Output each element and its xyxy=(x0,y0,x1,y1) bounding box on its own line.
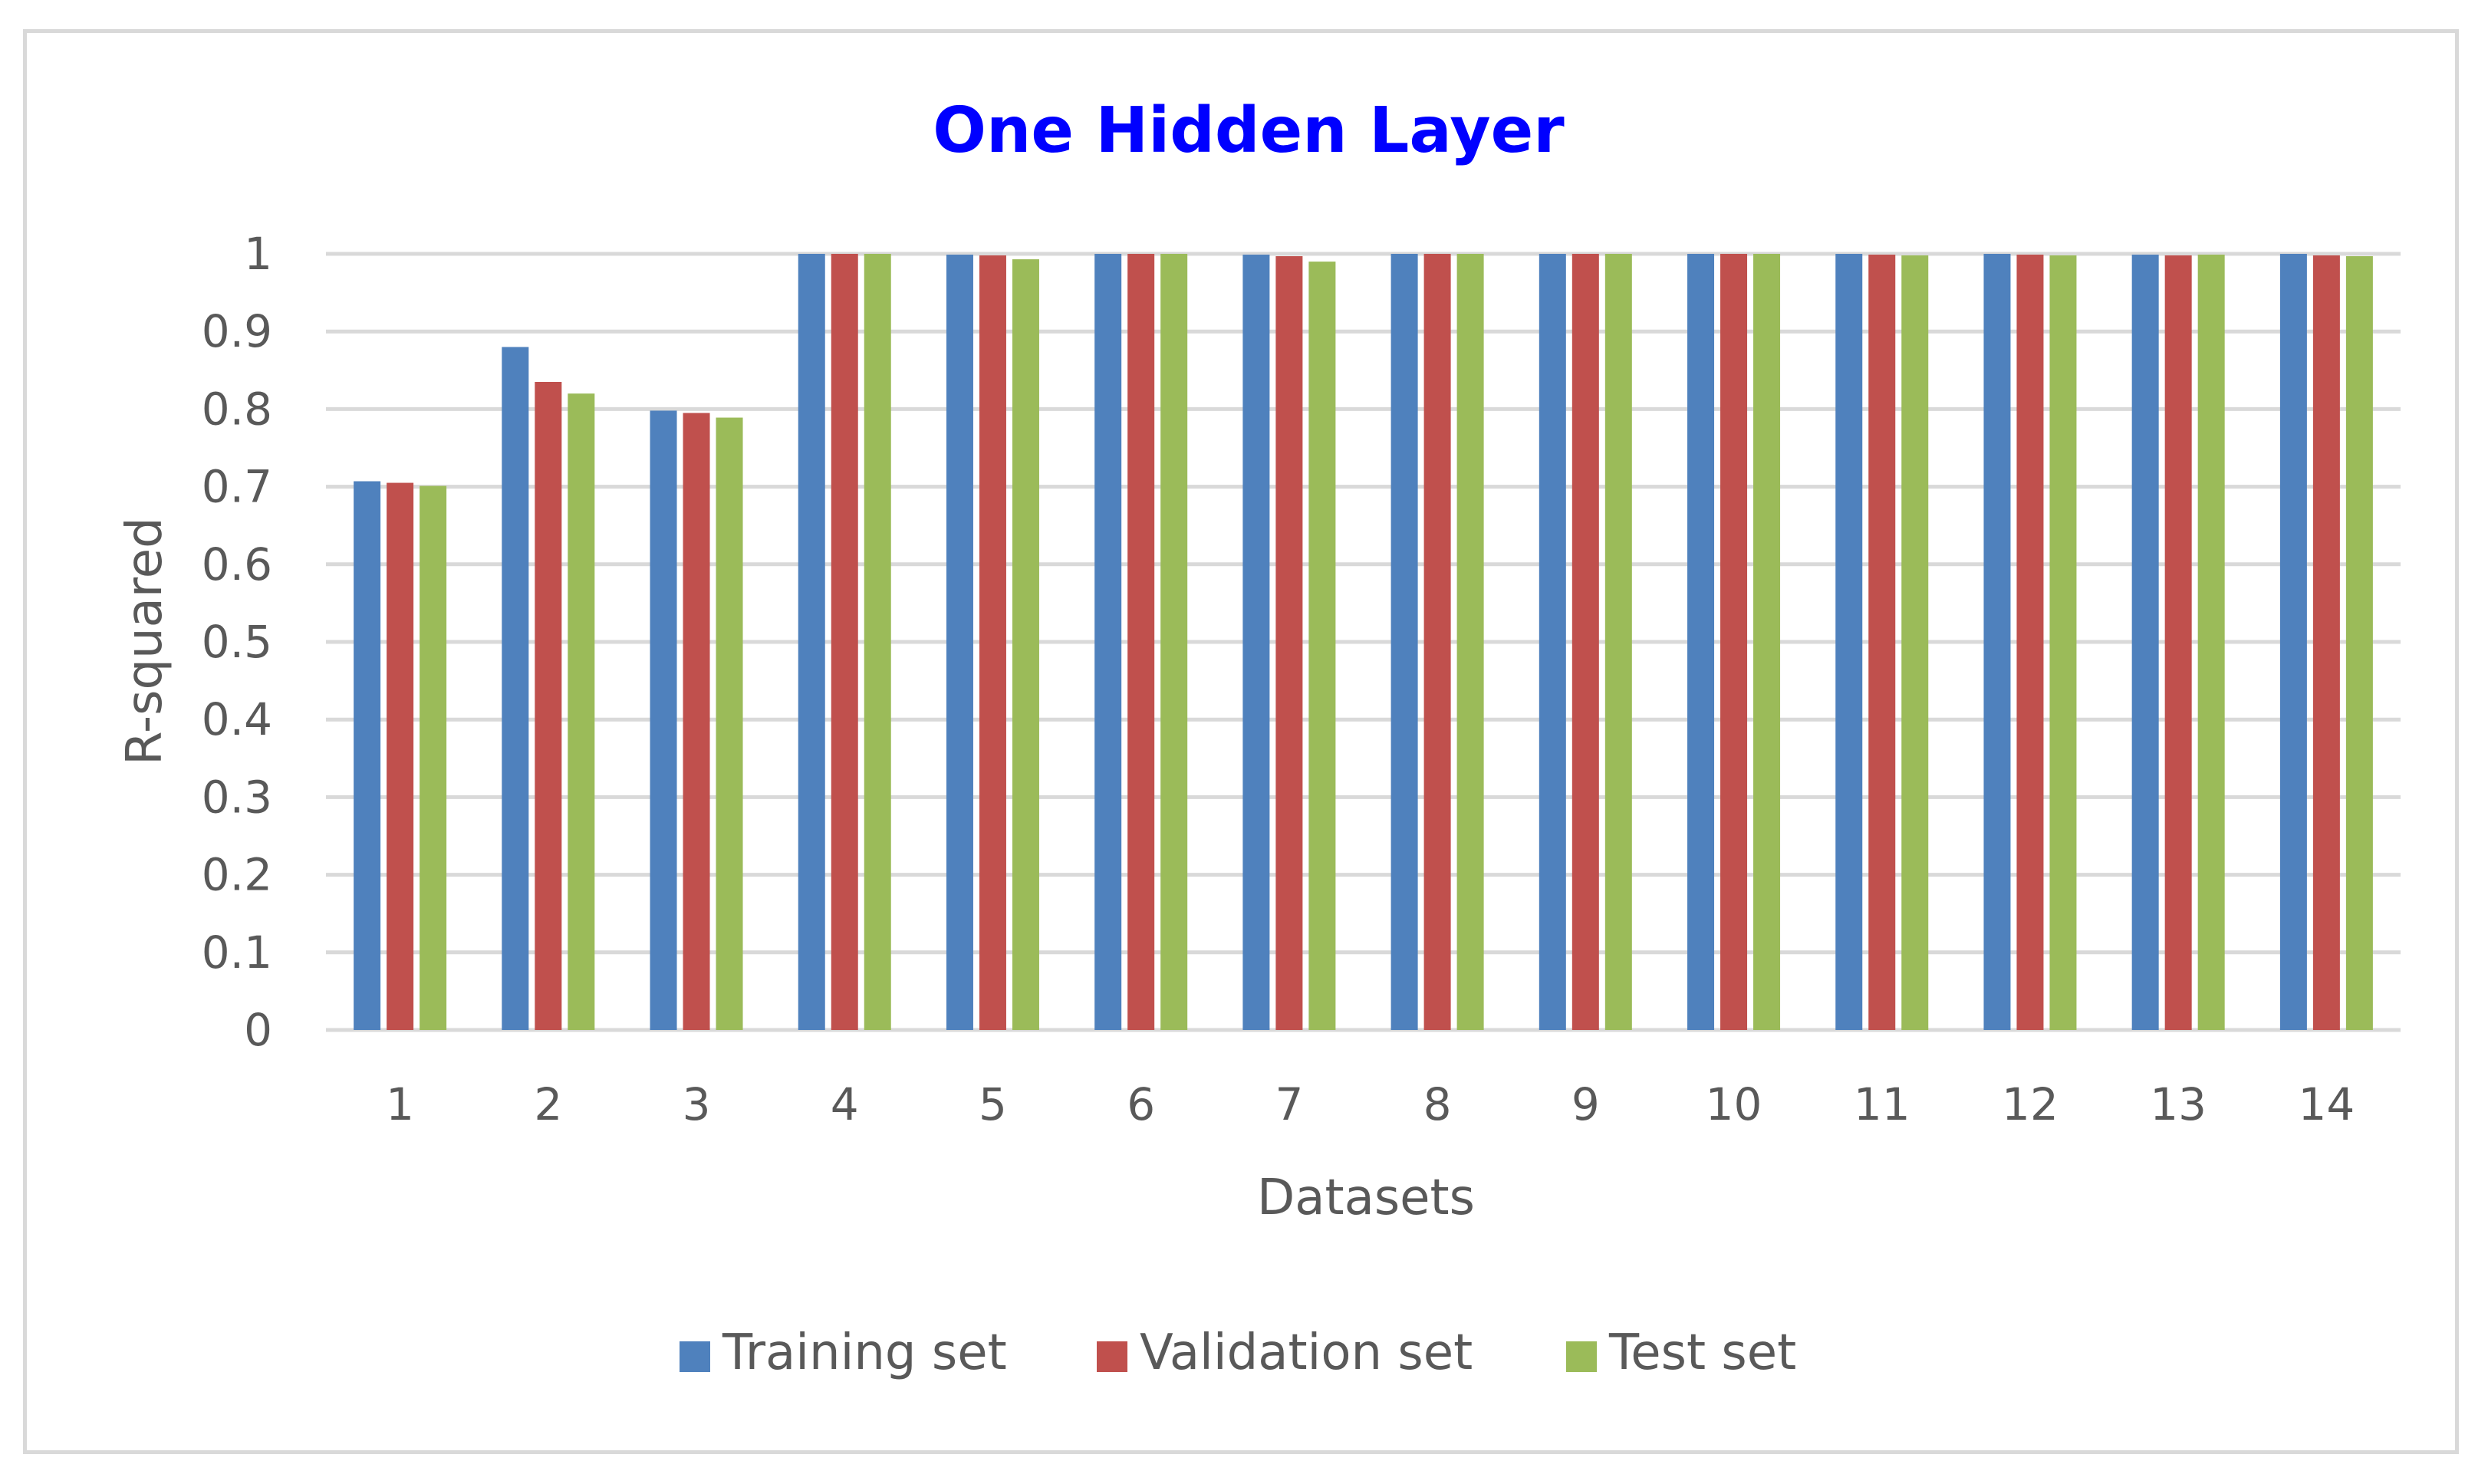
bar xyxy=(1275,256,1303,1030)
bar xyxy=(2016,255,2044,1031)
y-tick-label: 0.6 xyxy=(202,538,272,591)
bar xyxy=(1242,255,1270,1031)
y-tick-label: 1 xyxy=(244,228,272,280)
x-tick-label: 2 xyxy=(534,1078,562,1130)
bar xyxy=(1423,254,1451,1030)
bar xyxy=(946,255,973,1031)
x-tick-label: 4 xyxy=(831,1078,859,1130)
bar xyxy=(354,481,381,1030)
bar xyxy=(1012,259,1039,1031)
x-tick-label: 10 xyxy=(1706,1078,1762,1130)
bar xyxy=(864,254,891,1030)
x-axis-ticks: 1 2 3 4 5 6 7 8 9 10 11 12 13 14 xyxy=(386,1078,2355,1130)
x-axis-title: Datasets xyxy=(1257,1170,1475,1226)
bar xyxy=(568,393,595,1030)
legend: Training set Validation set Test set xyxy=(680,1324,1796,1381)
bar xyxy=(502,347,529,1030)
bar xyxy=(716,417,743,1030)
x-tick-label: 7 xyxy=(1275,1078,1303,1130)
bar xyxy=(1390,254,1418,1030)
x-tick-label: 12 xyxy=(2002,1078,2059,1130)
y-tick-label: 0.5 xyxy=(202,616,272,668)
bar xyxy=(1983,254,2011,1030)
legend-label: Training set xyxy=(722,1324,1007,1381)
y-tick-label: 0.7 xyxy=(202,461,272,513)
bar xyxy=(2049,255,2077,1030)
x-tick-label: 9 xyxy=(1571,1078,1600,1130)
x-tick-label: 13 xyxy=(2150,1078,2207,1130)
bar xyxy=(1868,255,1896,1031)
y-tick-label: 0.4 xyxy=(202,693,272,745)
bar xyxy=(1687,254,1715,1030)
bar xyxy=(1571,254,1599,1030)
bar xyxy=(2197,255,2225,1031)
x-tick-label: 3 xyxy=(683,1078,711,1130)
y-tick-label: 0 xyxy=(244,1004,272,1056)
x-tick-label: 1 xyxy=(386,1078,414,1130)
legend-label: Test set xyxy=(1608,1324,1796,1381)
bar xyxy=(1901,255,1929,1030)
bar xyxy=(1160,254,1188,1030)
bar xyxy=(2345,256,2373,1030)
y-axis-ticks: 0 0.1 0.2 0.3 0.4 0.5 0.6 0.7 0.8 0.9 1 xyxy=(202,228,272,1056)
bar xyxy=(387,482,414,1030)
y-tick-label: 0.9 xyxy=(202,305,272,357)
bar xyxy=(2279,254,2307,1030)
bar xyxy=(1456,254,1484,1030)
y-tick-label: 0.2 xyxy=(202,849,272,901)
bar xyxy=(1835,254,1863,1030)
legend-swatch xyxy=(680,1341,710,1372)
bar xyxy=(831,254,858,1030)
x-tick-label: 5 xyxy=(979,1078,1007,1130)
bar xyxy=(2164,255,2192,1030)
bar xyxy=(1094,254,1122,1030)
bar xyxy=(979,255,1006,1030)
chart-title: One Hidden Layer xyxy=(933,94,1565,167)
y-tick-label: 0.8 xyxy=(202,383,272,435)
bar xyxy=(1539,254,1566,1030)
bar xyxy=(650,410,677,1030)
x-tick-label: 8 xyxy=(1423,1078,1452,1130)
bar xyxy=(1127,254,1155,1030)
y-tick-label: 0.3 xyxy=(202,771,272,823)
bar xyxy=(420,485,447,1030)
y-axis-title: R-squared xyxy=(117,517,173,765)
bar xyxy=(1604,254,1632,1030)
bar xyxy=(1720,254,1748,1030)
bar xyxy=(1753,254,1781,1030)
bar xyxy=(683,413,710,1030)
bars xyxy=(354,254,2373,1031)
legend-label: Validation set xyxy=(1140,1324,1473,1381)
x-tick-label: 14 xyxy=(2298,1078,2355,1130)
y-tick-label: 0.1 xyxy=(202,926,272,979)
gridlines xyxy=(326,252,2401,1032)
bar xyxy=(798,254,825,1030)
bar xyxy=(2312,255,2340,1030)
bar xyxy=(535,381,562,1031)
bar xyxy=(2131,255,2159,1031)
x-tick-label: 6 xyxy=(1127,1078,1155,1130)
legend-swatch xyxy=(1097,1341,1127,1372)
legend-swatch xyxy=(1566,1341,1597,1372)
x-tick-label: 11 xyxy=(1854,1078,1910,1130)
bar xyxy=(1308,262,1336,1030)
